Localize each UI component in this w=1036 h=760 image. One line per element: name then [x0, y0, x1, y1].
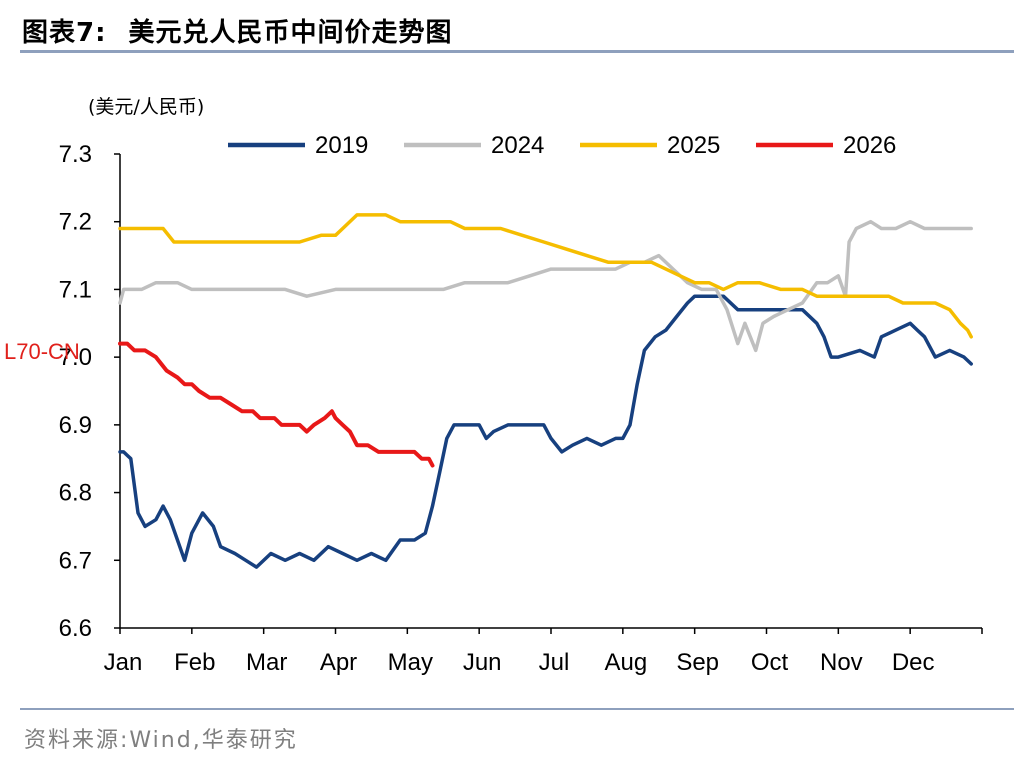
- series-layer: [118, 213, 973, 569]
- series-line-2019: [118, 294, 973, 569]
- unit-label: (美元/人民币): [88, 96, 204, 118]
- series-line-2025: [118, 213, 973, 339]
- x-tick-label: Apr: [320, 649, 357, 676]
- y-tick-label: 7.0: [59, 344, 92, 371]
- source-note: 资料来源:Wind,华泰研究: [24, 728, 298, 753]
- legend-label-2019: 2019: [315, 132, 368, 159]
- series-line-2026: [118, 341, 435, 468]
- legend: 2019 2024 2025 2026: [228, 132, 896, 159]
- annotation-label: L70-CN: [4, 339, 80, 364]
- x-tick-label: Feb: [174, 649, 215, 676]
- y-tick-label: 6.6: [59, 615, 92, 642]
- x-tick-label: Dec: [892, 649, 935, 676]
- footer-divider: [20, 708, 1014, 710]
- figure-title: 图表7: 美元兑人民币中间价走势图: [22, 12, 453, 49]
- x-tick-label: Jan: [104, 649, 143, 676]
- y-tick-label: 7.3: [59, 141, 92, 168]
- x-tick-label: May: [388, 649, 433, 676]
- y-tick-label: 7.2: [59, 209, 92, 236]
- y-tick-label: 6.7: [59, 547, 92, 574]
- axes: 7.3 7.2 7.1 7.0 6.9 6.8 6.7 6.6 Jan Feb Mar Apr May J…: [59, 141, 983, 676]
- y-tick-label: 6.8: [59, 480, 92, 507]
- y-tick-label: 7.1: [59, 276, 92, 303]
- y-tick-label: 6.9: [59, 412, 92, 439]
- x-tick-label: Jun: [463, 649, 502, 676]
- legend-label-2026: 2026: [843, 132, 896, 159]
- title-divider: [20, 50, 1014, 53]
- legend-label-2025: 2025: [667, 132, 720, 159]
- figure-label: 图表7:: [22, 18, 107, 48]
- x-tick-label: Nov: [820, 649, 863, 676]
- x-tick-label: Aug: [604, 649, 647, 676]
- x-tick-label: Jul: [539, 649, 570, 676]
- x-tick-label: Oct: [751, 649, 789, 676]
- x-tick-label: Sep: [676, 649, 719, 676]
- x-tick-label: Mar: [246, 649, 287, 676]
- figure-title-text: 美元兑人民币中间价走势图: [128, 18, 453, 48]
- series-line-2024: [118, 219, 973, 353]
- legend-label-2024: 2024: [491, 132, 544, 159]
